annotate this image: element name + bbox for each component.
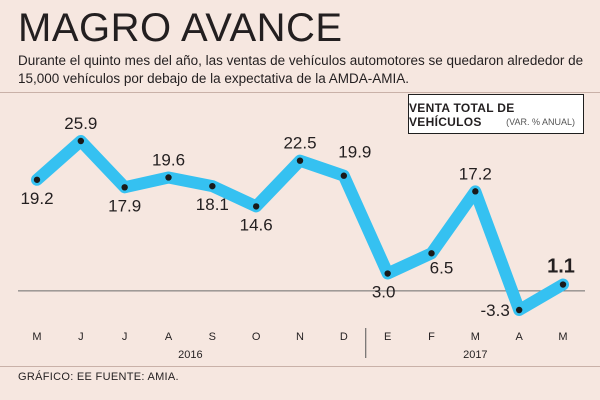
x-tick-label: M	[471, 331, 480, 343]
x-tick-label: E	[384, 331, 391, 343]
data-label: 18.1	[196, 195, 229, 214]
data-point	[209, 182, 216, 190]
data-point	[559, 281, 567, 288]
data-point	[428, 250, 435, 257]
x-tick-label: J	[122, 331, 128, 343]
chart-subtitle: Durante el quinto mes del año, las venta…	[18, 53, 584, 86]
data-label: 6.5	[430, 258, 454, 277]
data-label: 17.9	[108, 196, 141, 215]
data-label: 19.9	[338, 143, 371, 162]
data-labels: 19.2 25.9 17.9 19.6 18.1 14.6 22.5 19.9 3.0 6.5 17…	[20, 114, 574, 320]
legend-box: VENTA TOTAL DE VEHÍCULOS (VAR. % ANUAL)	[408, 94, 584, 134]
data-label: 17.2	[459, 164, 492, 183]
credits: GRÁFICO: EE FUENTE: AMIA.	[18, 371, 179, 383]
data-point	[77, 137, 85, 145]
data-label: 19.2	[20, 189, 53, 208]
x-tick-label: D	[340, 331, 348, 343]
data-points	[33, 137, 567, 314]
x-tick-label: M	[32, 331, 41, 343]
year-label: 2016	[178, 349, 202, 361]
year-label: 2017	[463, 349, 487, 361]
x-tick-label: S	[209, 331, 216, 343]
x-tick-label: N	[296, 331, 304, 343]
data-label: -3.3	[481, 301, 510, 320]
data-label: 14.6	[240, 215, 273, 234]
x-tick-label: A	[515, 331, 523, 343]
data-point	[165, 174, 172, 181]
data-label: 25.9	[64, 114, 97, 133]
top-divider	[0, 92, 600, 93]
chart-title: MAGRO AVANCE	[18, 6, 343, 50]
data-point	[515, 306, 523, 314]
data-point	[252, 203, 260, 210]
data-point	[33, 176, 41, 183]
x-tick-label: J	[78, 331, 84, 343]
data-label: 19.6	[152, 150, 185, 169]
data-label: 3.0	[372, 283, 396, 302]
data-point	[296, 157, 304, 164]
data-point	[340, 172, 348, 179]
data-point	[472, 188, 479, 195]
data-label: 22.5	[283, 134, 316, 153]
x-tick-label: O	[252, 331, 261, 343]
legend-title: VENTA TOTAL DE VEHÍCULOS	[409, 101, 515, 129]
bottom-divider	[0, 366, 600, 367]
year-labels: 2016 2017	[178, 349, 487, 361]
data-point	[121, 184, 128, 191]
data-point	[384, 270, 391, 277]
x-tick-label: A	[165, 331, 173, 343]
x-tick-label: F	[428, 331, 435, 343]
data-label: 1.1	[547, 256, 575, 278]
x-tick-label: M	[558, 331, 567, 343]
legend-subtitle: (VAR. % ANUAL)	[506, 117, 575, 127]
